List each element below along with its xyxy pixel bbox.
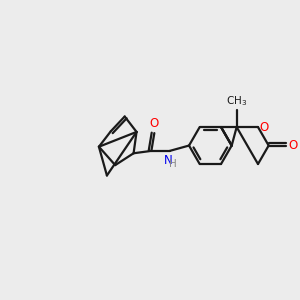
Text: O: O	[260, 121, 269, 134]
Text: H: H	[169, 159, 177, 169]
Text: O: O	[288, 139, 297, 152]
Text: N: N	[164, 154, 172, 167]
Text: CH$_3$: CH$_3$	[226, 94, 247, 107]
Text: O: O	[150, 116, 159, 130]
